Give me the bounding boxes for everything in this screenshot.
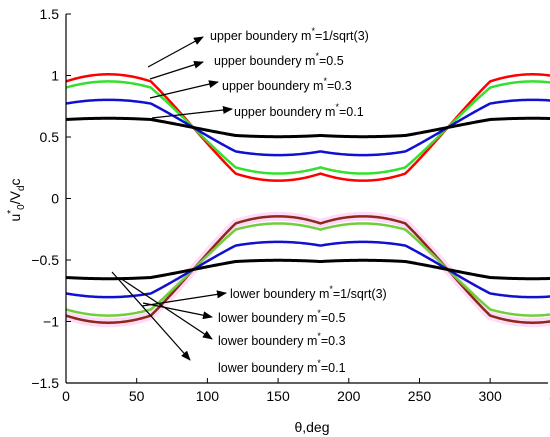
annotation-arrow-2	[149, 80, 219, 99]
annotation-label-7: lower boundery m*=0.1	[218, 358, 346, 375]
y-tick-label: 1.5	[40, 6, 60, 22]
y-tick-label: 1	[51, 68, 59, 84]
y-axis-title-tail: c	[7, 178, 23, 185]
annotation-label-2: upper boundery m*=0.3	[222, 76, 352, 93]
y-axis-title-sub: 0	[16, 204, 27, 210]
series-line-lower-5	[65, 222, 550, 317]
annotation-label-4: lower boundery m*=1/sqrt(3)	[230, 284, 387, 301]
series-glow-4	[64, 211, 550, 328]
series-line-upper-0	[65, 73, 550, 182]
y-axis-title-mid: /V	[7, 190, 23, 204]
annotation-arrow-4	[141, 290, 227, 307]
x-axis-title: θ,deg	[294, 419, 329, 435]
x-tick-label: 250	[408, 388, 432, 404]
annotation-arrow-0	[147, 36, 204, 68]
annotation-label-6: lower boundery m*=0.3	[218, 331, 346, 348]
series-line-lower-7	[65, 258, 550, 281]
series-line-upper-1	[65, 80, 550, 175]
x-tick-label: 150	[266, 388, 290, 404]
annotation-arrow-6	[119, 277, 213, 340]
annotation-label-5: lower boundery m*=0.5	[218, 308, 346, 325]
x-tick-label: 300	[478, 388, 502, 404]
y-tick-label: −1	[43, 314, 59, 330]
x-tick-label: 50	[129, 388, 145, 404]
series-line-lower-6	[65, 240, 550, 299]
annotation-arrow-7	[111, 271, 191, 361]
axes: 0501001502002503003501.510.50−0.5−1−1.5	[31, 6, 550, 404]
y-axis-title-base: u	[7, 214, 23, 222]
y-tick-label: 0	[51, 191, 59, 207]
annotations: upper boundery m*=1/sqrt(3) upper bounder…	[111, 26, 387, 375]
series-line-upper-3	[65, 116, 550, 139]
annotation-arrow-1	[149, 60, 204, 80]
y-axis-title-sub2: d	[16, 185, 27, 191]
series-line-upper-2	[65, 98, 550, 157]
y-axis-title-sup: *	[6, 210, 17, 214]
annotation-label-3: upper boundery m*=0.1	[234, 102, 364, 119]
annotation-label-1: upper boundery m*=0.5	[214, 51, 344, 68]
y-tick-label: −1.5	[31, 375, 59, 391]
y-tick-label: −0.5	[31, 252, 59, 268]
x-tick-label: 100	[196, 388, 220, 404]
y-tick-label: 0.5	[40, 129, 60, 145]
x-tick-label: 0	[62, 388, 70, 404]
y-axis-title: u*0/Vdc	[6, 178, 27, 221]
x-tick-label: 200	[337, 388, 361, 404]
annotation-arrow-3	[151, 106, 233, 119]
annotation-arrow-5	[142, 302, 213, 320]
annotation-label-0: upper boundery m*=1/sqrt(3)	[210, 26, 369, 43]
